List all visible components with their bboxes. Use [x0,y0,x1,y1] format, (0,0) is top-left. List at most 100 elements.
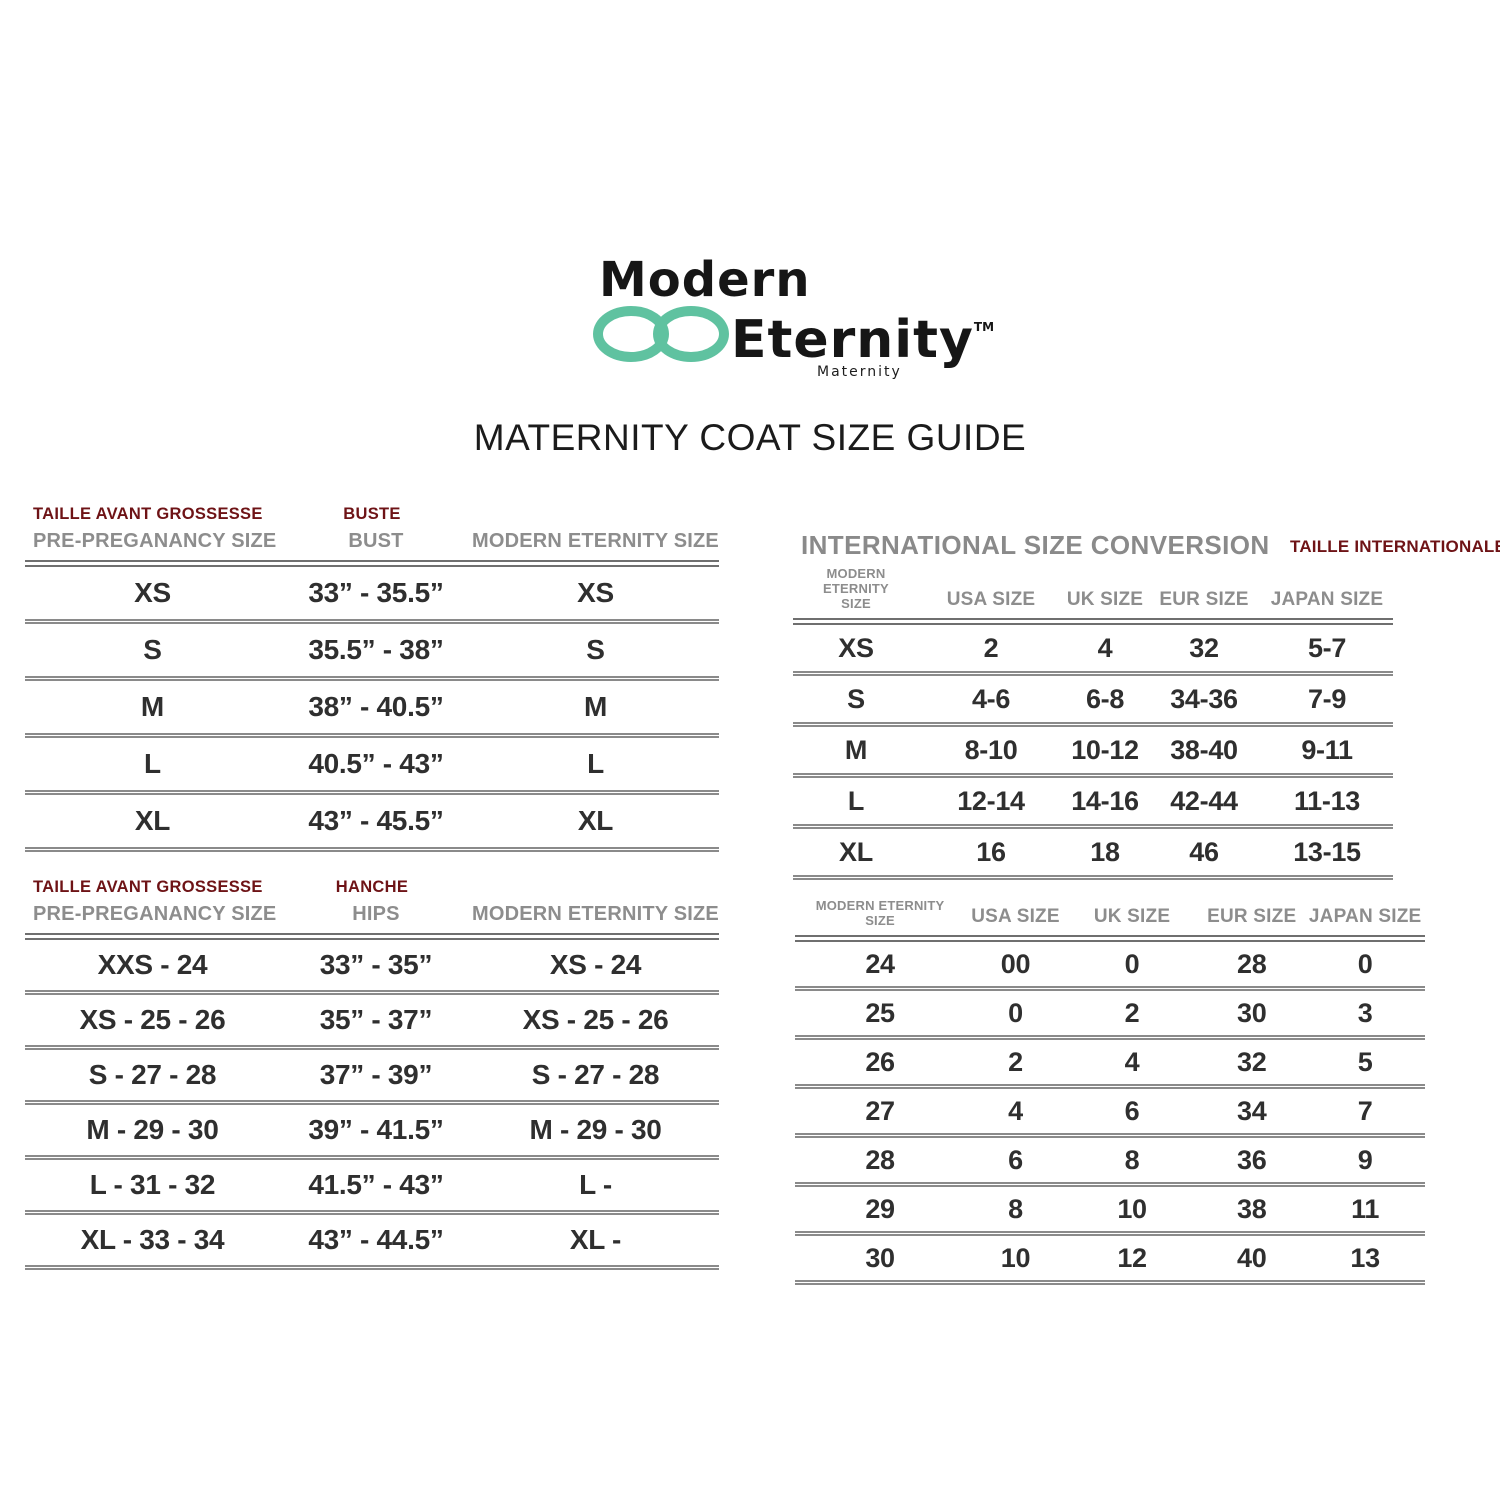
column-header: MODERN ETERNITY SIZE [471,530,719,567]
table-cell: XL [471,792,719,852]
table-cell: 0 [1065,938,1199,991]
table-cell: L - [471,1157,719,1215]
table-cell: XXS - 24 [25,936,280,995]
table-cell: 4 [1065,1037,1199,1089]
table-row: L 12-14 14-16 42-44 11-13 [793,775,1393,829]
french-label-pre-pregnancy: TAILLE AVANT GROSSESSE [33,505,263,523]
table-row: M 38” - 40.5” M [25,678,719,738]
table-cell: S [793,673,919,727]
numeric-conversion-section: MODERN ETERNITY SIZE USA SIZE UK SIZE EUR S… [795,898,1425,1285]
table-cell: XS [25,563,280,624]
infinity-icon [593,305,729,362]
table-row: 27 4 6 34 7 [795,1086,1425,1138]
column-header: EUR SIZE [1147,566,1261,625]
table-cell: L [793,775,919,829]
table-cell: M - 29 - 30 [25,1102,280,1160]
table-row: XS - 25 - 26 35” - 37” XS - 25 - 26 [25,992,719,1050]
table-cell: 12-14 [919,775,1063,829]
table-row: L - 31 - 32 41.5” - 43” L - [25,1157,719,1215]
table-cell: 25 [795,988,966,1040]
french-labels: TAILLE AVANT GROSSESSE HANCHE [25,878,719,897]
column-header: JAPAN SIZE [1305,898,1425,942]
table-cell: 33” - 35.5” [279,563,472,624]
column-header: USA SIZE [919,566,1063,625]
table-cell: M - 29 - 30 [471,1102,719,1160]
size-table: PRE-PREGANANCY SIZE BUST MODERN ETERNITY S… [25,530,719,852]
table-row: 29 8 10 38 11 [795,1184,1425,1236]
table-row: 26 2 4 32 5 [795,1037,1425,1089]
table-row: XL - 33 - 34 43” - 44.5” XL - [25,1212,719,1270]
table-row: XS 2 4 32 5-7 [793,621,1393,676]
table-cell: 6-8 [1063,673,1147,727]
hips-table-host: PRE-PREGANANCY SIZE HIPS MODERN ETERNITY S… [25,903,719,1270]
table-cell: S - 27 - 28 [25,1047,280,1105]
table-cell: 41.5” - 43” [279,1157,472,1215]
column-header: MODERN ETERNITY SIZE [471,903,719,940]
table-cell: 46 [1147,826,1261,880]
table-cell: 3 [1305,988,1425,1040]
table-row: M 8-10 10-12 38-40 9-11 [793,724,1393,778]
table-cell: 5-7 [1261,621,1393,676]
french-label-bust: BUSTE [343,505,401,523]
table-cell: L - 31 - 32 [25,1157,280,1215]
table-cell: M [25,678,280,738]
table-cell: XS [793,621,919,676]
table-cell: 42-44 [1147,775,1261,829]
table-cell: XS - 25 - 26 [25,992,280,1050]
table-cell: 35.5” - 38” [279,621,472,681]
intl-title-row: INTERNATIONAL SIZE CONVERSION TAILLE INT… [793,530,1500,564]
table-cell: 4-6 [919,673,1063,727]
table-cell: 7 [1305,1086,1425,1138]
bust-table-host: PRE-PREGANANCY SIZE BUST MODERN ETERNITY S… [25,530,719,852]
table-cell: XL [25,792,280,852]
table-row: 25 0 2 30 3 [795,988,1425,1040]
size-table: MODERN ETERNITY SIZE USA SIZE UK SIZE EUR S… [795,898,1425,1285]
table-cell: 6 [965,1135,1066,1187]
logo-word-eternity: EternityTM [731,310,995,370]
table-cell: 14-16 [1063,775,1147,829]
table-cell: 11-13 [1261,775,1393,829]
table-cell: 24 [795,938,966,991]
table-cell: L [471,735,719,795]
french-label-international: TAILLE INTERNATIONALE [1290,537,1500,556]
table-cell: M [471,678,719,738]
logo-row: EternityTM [593,301,994,366]
size-table: MODERN ETERNITY SIZE USA SIZE UK SIZE EUR S… [793,566,1393,880]
table-cell: 10-12 [1063,724,1147,778]
french-labels: TAILLE AVANT GROSSESSE BUSTE [25,505,719,524]
table-cell: 6 [1065,1086,1199,1138]
table-cell: 39” - 41.5” [279,1102,472,1160]
intl-bottom-table-host: MODERN ETERNITY SIZE USA SIZE UK SIZE EUR S… [795,898,1425,1285]
table-cell: 40 [1198,1233,1306,1285]
international-conversion-section: INTERNATIONAL SIZE CONVERSION TAILLE INT… [793,530,1500,880]
hips-size-table-section: TAILLE AVANT GROSSESSE HANCHE PRE-PREGAN… [25,878,719,1270]
column-header: PRE-PREGANANCY SIZE [25,530,280,567]
column-header: UK SIZE [1065,898,1199,942]
table-row: L 40.5” - 43” L [25,735,719,795]
table-cell: 43” - 44.5” [279,1212,472,1270]
table-cell: 7-9 [1261,673,1393,727]
intl-top-table-host: MODERN ETERNITY SIZE USA SIZE UK SIZE EUR S… [793,566,1393,880]
table-cell: L [25,735,280,795]
bust-size-table-section: TAILLE AVANT GROSSESSE BUSTE PRE-PREGANA… [25,505,719,852]
table-cell: 12 [1065,1233,1199,1285]
logo-word-modern: Modern [599,252,811,308]
table-cell: XL - 33 - 34 [25,1212,280,1270]
brand-logo: Modern EternityTM Maternity [593,252,1013,380]
french-label-hips: HANCHE [335,878,409,896]
table-cell: 35” - 37” [279,992,472,1050]
table-row: S 4-6 6-8 34-36 7-9 [793,673,1393,727]
column-header: UK SIZE [1063,566,1147,625]
column-header: PRE-PREGANANCY SIZE [25,903,280,940]
table-cell: 2 [919,621,1063,676]
table-cell: 43” - 45.5” [279,792,472,852]
table-cell: 13-15 [1261,826,1393,880]
table-row: 28 6 8 36 9 [795,1135,1425,1187]
table-cell: XL [793,826,919,880]
table-cell: 5 [1305,1037,1425,1089]
table-cell: 32 [1198,1037,1306,1089]
table-cell: 8-10 [919,724,1063,778]
table-row: XL 43” - 45.5” XL [25,792,719,852]
table-cell: 18 [1063,826,1147,880]
